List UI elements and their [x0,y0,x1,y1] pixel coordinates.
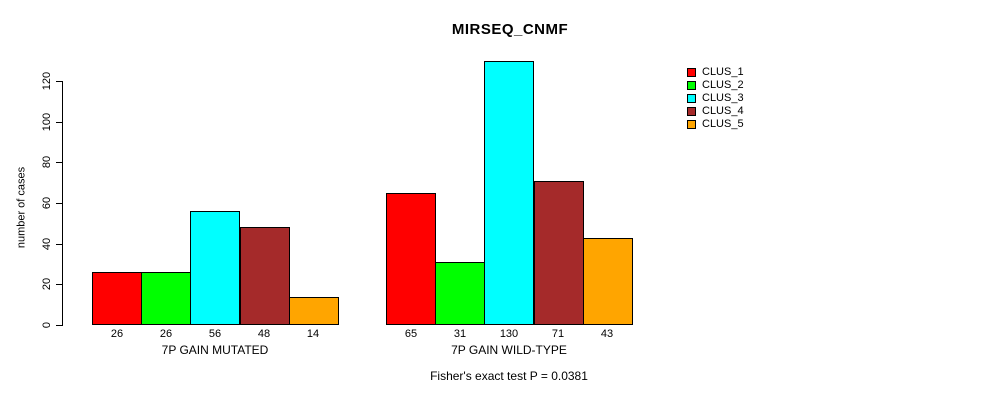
bar-value-label: 14 [306,328,320,340]
bar-value-label: 26 [159,328,173,340]
legend-item-clus_1: CLUS_1 [687,66,744,79]
legend-label: CLUS_5 [702,118,744,131]
y-axis-title: number of cases [15,166,28,249]
bar-value-label: 48 [257,328,271,340]
y-axis-tick-label: 100 [41,112,53,131]
bar-clus_3-group1 [190,211,240,325]
group-label: 7P GAIN MUTATED [161,343,269,357]
bar-clus_2-group1 [141,272,191,325]
bar-clus_5-group1 [289,297,339,325]
bar-value-label: 130 [499,328,519,340]
legend-swatch-icon [687,81,696,91]
legend-item-clus_3: CLUS_3 [687,92,744,105]
bar-clus_2-group2 [435,262,485,325]
bar-value-label: 71 [551,328,565,340]
bar-value-label: 31 [453,328,467,340]
y-axis-tick [56,81,62,82]
y-axis-tick-label: 60 [41,196,53,210]
legend-item-clus_2: CLUS_2 [687,79,744,92]
bar-clus_4-group2 [534,181,584,325]
fisher-test-footnote: Fisher's exact test P = 0.0381 [430,369,588,383]
legend-item-clus_5: CLUS_5 [687,118,744,131]
bar-clus_1-group2 [386,193,436,325]
y-axis-tick [56,284,62,286]
bar-clus_1-group1 [92,272,142,325]
y-axis-tick-label: 40 [41,237,53,250]
y-axis-tick-label: 80 [41,156,53,169]
y-axis-tick-label: 20 [41,278,53,291]
bar-value-label: 26 [110,328,124,340]
bar-clus_5-group2 [583,238,633,325]
legend-swatch-icon [687,107,696,117]
chart-title: MIRSEQ_CNMF [451,21,569,38]
y-axis-tick [56,162,62,164]
legend-swatch-icon [687,94,696,104]
legend-item-clus_4: CLUS_4 [687,105,744,118]
legend-label: CLUS_2 [702,79,744,92]
y-axis-tick-label: 0 [41,321,53,329]
bar-value-label: 65 [404,328,418,340]
bar-value-label: 43 [600,328,614,340]
legend-label: CLUS_4 [702,105,744,118]
bar-value-label: 56 [208,328,222,340]
y-axis-tick [56,243,62,245]
legend-label: CLUS_3 [702,92,744,105]
bar-clus_4-group1 [240,227,290,325]
y-axis-tick [56,121,62,123]
y-axis-tick [56,203,62,204]
legend: CLUS_1 CLUS_2 CLUS_3 CLUS_4 CLUS_5 [687,66,744,131]
legend-swatch-icon [687,120,696,130]
y-axis-line [62,81,63,326]
y-axis-tick [56,325,62,326]
bar-clus_3-group2 [484,61,534,325]
legend-swatch-icon [687,68,696,78]
legend-label: CLUS_1 [702,66,744,79]
group-label: 7P GAIN WILD-TYPE [451,343,567,357]
y-axis-tick-label: 120 [41,71,53,91]
